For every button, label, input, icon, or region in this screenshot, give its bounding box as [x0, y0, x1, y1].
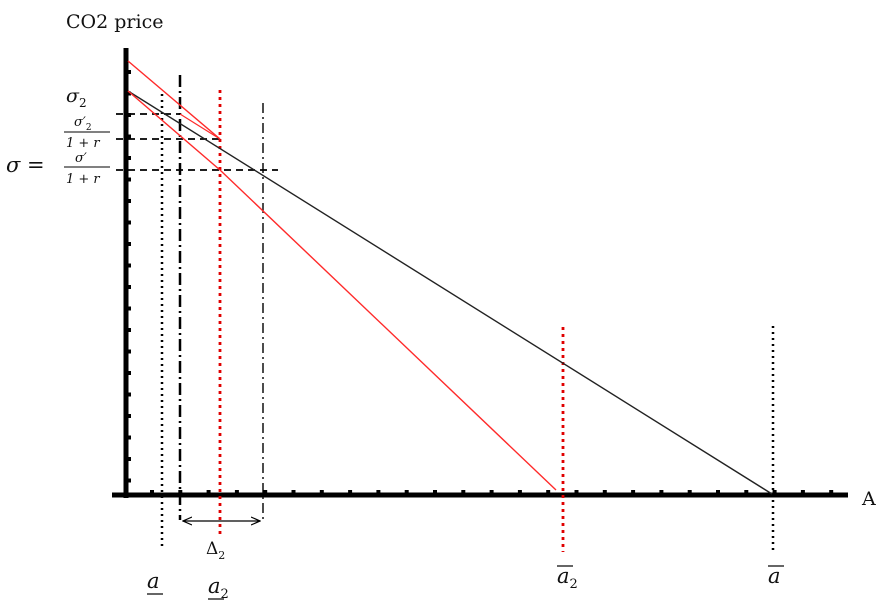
- a2-under-label: a2: [208, 574, 229, 602]
- y-axis-tick: [127, 328, 131, 332]
- x-axis-tick: [772, 490, 777, 494]
- y-axis-tick: [127, 478, 131, 483]
- y-axis-tick: [127, 242, 131, 246]
- y-axis-tick: [127, 156, 131, 160]
- x-axis-tick: [348, 490, 353, 494]
- x-axis-tick: [659, 490, 664, 494]
- a-under-label: a: [147, 569, 160, 593]
- y-axis-tick: [127, 177, 131, 182]
- x-axis-tick: [602, 490, 607, 494]
- x-axis-tick: [178, 490, 183, 494]
- x-axis-tick: [517, 490, 522, 494]
- x-axis-tick: [687, 490, 692, 494]
- sigma2-label: σ2: [66, 85, 87, 110]
- y-axis-tick: [127, 306, 131, 311]
- x-axis-tick: [744, 490, 749, 494]
- y-axis-tick: [127, 392, 131, 397]
- x-axis-tick: [574, 490, 579, 494]
- x-axis-tick: [263, 490, 268, 494]
- x-axis-tick: [150, 490, 154, 494]
- y-axis-tick: [127, 414, 131, 418]
- x-axis-tick: [291, 490, 296, 494]
- sigma2-prime-frac-den: 1 + r: [66, 136, 100, 151]
- x-axis-tick: [800, 490, 805, 494]
- x-axis-tick: [489, 490, 494, 494]
- a-bar-label: a: [768, 564, 781, 588]
- red-line-shallow: [127, 90, 221, 171]
- x-axis-tick: [319, 490, 324, 494]
- y-axis-tick: [127, 457, 131, 461]
- red-demand-line: [219, 169, 557, 491]
- x-axis-tick: [716, 490, 720, 494]
- x-axis-label: A: [861, 488, 876, 510]
- x-axis-tick: [234, 490, 239, 494]
- x-axis-tick: [631, 490, 636, 494]
- y-axis-tick: [127, 113, 131, 117]
- x-axis-tick: [433, 490, 437, 494]
- x-axis-tick: [206, 490, 211, 494]
- y-axis-tick: [127, 263, 131, 268]
- x-axis-tick: [376, 490, 381, 494]
- y-axis-tick: [127, 220, 131, 225]
- y-axis-tick: [127, 134, 131, 139]
- delta2-label: Δ2: [206, 539, 225, 562]
- red-line-steep: [127, 60, 221, 140]
- x-axis-tick: [461, 490, 466, 494]
- y-axis-tick: [127, 285, 131, 289]
- y-axis-tick: [127, 435, 131, 440]
- y-axis-tick: [127, 199, 131, 203]
- x-axis-ticks: [150, 490, 834, 494]
- sigma2-prime-frac-num: σ′2: [74, 115, 92, 133]
- x-axis-tick: [404, 490, 409, 494]
- x-axis-tick: [546, 490, 551, 494]
- x-axis-tick: [829, 490, 834, 494]
- y-axis-tick: [127, 349, 131, 354]
- black-demand-line: [127, 90, 773, 495]
- red-line-short: [179, 113, 221, 140]
- y-axis-tick: [127, 70, 131, 74]
- sigma-prime-frac-num: σ′: [75, 151, 87, 166]
- y-axis-tick: [127, 371, 131, 375]
- y-axis-ticks: [127, 70, 131, 483]
- a2-bar-label: a2: [557, 564, 578, 592]
- y-axis-tick: [127, 91, 131, 96]
- sigma-eq-label: σ =: [6, 153, 45, 177]
- y-axis-label: CO2 price: [66, 11, 163, 33]
- sigma-prime-frac-den: 1 + r: [66, 172, 100, 187]
